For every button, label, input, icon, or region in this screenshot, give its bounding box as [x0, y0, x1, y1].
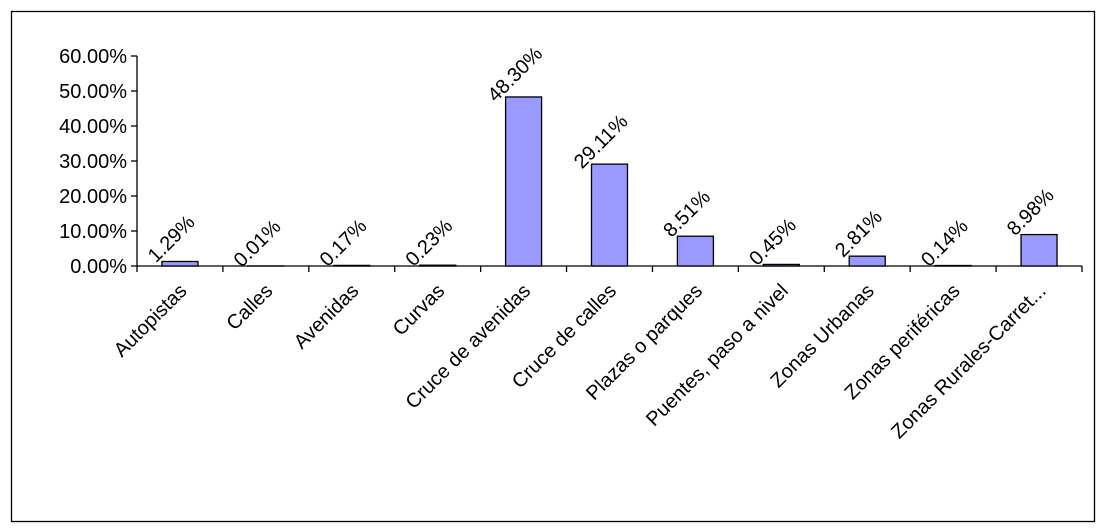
bar [592, 164, 628, 266]
bar [763, 264, 799, 266]
y-tick-label: 10.00% [59, 221, 127, 243]
y-tick-label: 30.00% [59, 151, 127, 173]
y-tick-label: 0.00% [70, 256, 127, 278]
y-tick-label: 40.00% [59, 116, 127, 138]
bar [1021, 235, 1057, 266]
y-tick-label: 60.00% [59, 46, 127, 68]
bar [849, 256, 885, 266]
bar [334, 265, 370, 266]
bar [420, 265, 456, 266]
bar [506, 97, 542, 266]
y-tick-label: 20.00% [59, 186, 127, 208]
y-tick-label: 50.00% [59, 81, 127, 103]
bar [162, 261, 198, 266]
bar [677, 236, 713, 266]
